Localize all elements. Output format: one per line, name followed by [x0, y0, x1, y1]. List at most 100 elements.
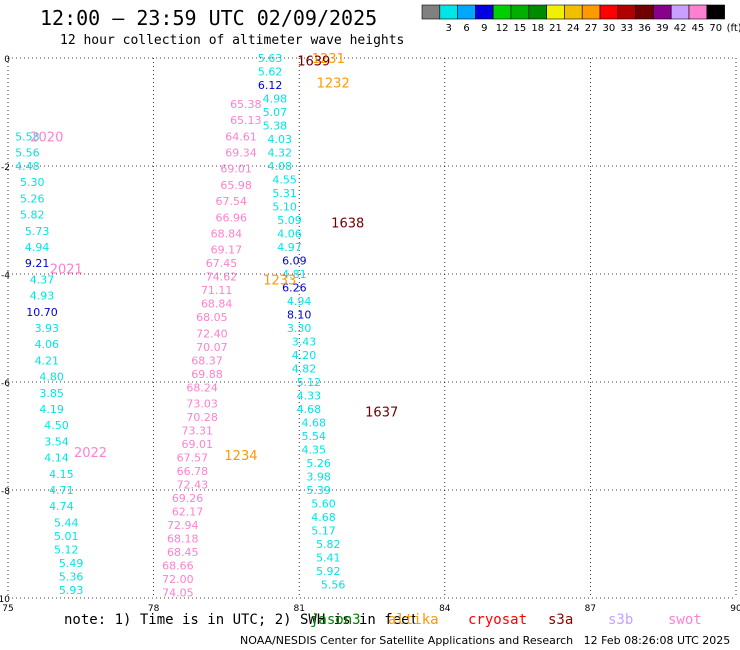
wave-height-point: 68.66 — [162, 560, 194, 573]
satellite-legend-item: altika — [388, 612, 439, 628]
wave-height-point: 4.33 — [297, 390, 322, 403]
wave-height-point: 4.37 — [30, 273, 55, 286]
colorbar-label: 15 — [514, 23, 527, 34]
wave-height-point: 73.31 — [182, 425, 214, 438]
pass-label: 1639 — [297, 55, 330, 70]
wave-height-point: 5.92 — [316, 565, 341, 578]
x-tick-label: 90 — [730, 604, 740, 614]
wave-height-point: 5.62 — [258, 66, 283, 79]
wave-height-point: 3.85 — [39, 387, 64, 400]
wave-height-point: 69.88 — [191, 368, 223, 381]
y-tick-label: -8 — [1, 487, 10, 497]
wave-height-point: 4.94 — [287, 295, 312, 308]
colorbar-label: 42 — [674, 23, 687, 34]
wave-height-point: 5.49 — [59, 557, 84, 570]
wave-height-point: 10.70 — [26, 306, 58, 319]
wave-height-point: 5.31 — [272, 187, 297, 200]
wave-height-point: 4.21 — [35, 354, 60, 367]
wave-height-point: 64.61 — [225, 130, 257, 143]
x-tick-label: 81 — [293, 604, 304, 614]
wave-height-point: 3.98 — [306, 471, 331, 484]
wave-height-point: 67.54 — [216, 195, 248, 208]
wave-height-point: 4.68 — [297, 403, 322, 416]
wave-height-point: 4.81 — [282, 268, 307, 281]
wave-height-point: 8.10 — [287, 309, 312, 322]
colorbar-label: 36 — [638, 23, 651, 34]
colorbar-label: 9 — [481, 23, 487, 34]
wave-height-point: 4.35 — [302, 444, 327, 457]
wave-height-point: 6.09 — [282, 255, 307, 268]
wave-height-point: 5.73 — [25, 225, 50, 238]
wave-height-point: 71.11 — [201, 284, 233, 297]
wave-height-point: 5.07 — [263, 106, 288, 119]
wave-height-point: 4.71 — [49, 484, 74, 497]
y-tick-label: -2 — [1, 163, 10, 173]
wave-height-point: 4.03 — [268, 133, 293, 146]
wave-height-point: 70.07 — [196, 341, 228, 354]
y-tick-label: -6 — [1, 379, 10, 389]
pass-label: 1232 — [317, 76, 350, 91]
wave-height-point: 5.44 — [54, 516, 79, 529]
wave-height-point: 68.18 — [167, 533, 199, 546]
pass-label: 1638 — [331, 217, 364, 232]
satellite-legend-item: cryosat — [468, 612, 528, 628]
colorbar-label: 21 — [549, 23, 562, 34]
wave-height-point: 66.78 — [177, 465, 209, 478]
credit-line: NOAA/NESDIS Center for Satellite Applica… — [240, 634, 731, 647]
wave-height-point: 68.24 — [186, 381, 218, 394]
chart-title: 12:00 — 23:59 UTC 02/09/2025 — [40, 6, 378, 30]
x-tick-label: 84 — [439, 604, 451, 614]
colorbar-label: 39 — [656, 23, 669, 34]
y-tick-label: -4 — [1, 271, 10, 281]
wave-height-point: 66.96 — [216, 211, 248, 224]
satellite-legend-item: jason3 — [310, 612, 361, 628]
wave-height-point: 5.26 — [20, 192, 45, 205]
wave-height-point: 5.58 — [15, 130, 40, 143]
wave-height-point: 68.84 — [211, 228, 243, 241]
colorbar-label: 12 — [496, 23, 509, 34]
wave-height-point: 5.63 — [258, 52, 283, 65]
y-tick-label: 0 — [4, 55, 10, 65]
wave-height-point: 6.12 — [258, 79, 283, 92]
wave-height-point: 4.80 — [39, 371, 64, 384]
wave-height-point: 4.06 — [277, 228, 302, 241]
pass-label: 1637 — [365, 406, 398, 421]
colorbar-label: 30 — [603, 23, 616, 34]
pass-label: 2022 — [74, 446, 107, 461]
colorbar-label: 27 — [585, 23, 598, 34]
wave-height-point: 3.43 — [292, 336, 317, 349]
wave-height-point: 68.37 — [191, 354, 223, 367]
wave-height-point: 4.50 — [44, 419, 69, 432]
wave-height-point: 6.26 — [282, 282, 307, 295]
colorbar-label: 24 — [567, 23, 580, 34]
x-tick-label: 75 — [2, 604, 13, 614]
wave-height-point: 62.17 — [172, 506, 204, 519]
wave-height-point: 65.98 — [220, 179, 252, 192]
wave-height-point: 5.56 — [321, 579, 346, 592]
colorbar-label: 70 — [709, 23, 722, 34]
wave-height-point: 68.45 — [167, 546, 199, 559]
wave-height-point: 72.43 — [177, 479, 209, 492]
satellite-legend-item: s3a — [548, 612, 574, 628]
wave-height-point: 4.15 — [49, 468, 74, 481]
wave-height-point: 5.26 — [306, 457, 331, 470]
wave-height-point: 5.38 — [263, 120, 288, 133]
wave-height-point: 5.10 — [272, 201, 297, 214]
wave-height-point: 69.01 — [220, 163, 252, 176]
wave-height-point: 5.09 — [277, 214, 302, 227]
wave-height-point: 65.38 — [230, 98, 262, 111]
wave-height-point: 72.40 — [196, 327, 228, 340]
pass-label: 2020 — [30, 130, 63, 145]
wave-height-point: 5.93 — [59, 584, 84, 597]
colorbar-swatch — [706, 4, 725, 20]
wave-height-point: 68.05 — [196, 311, 228, 324]
pass-label: 2021 — [50, 263, 83, 278]
wave-height-point: 4.74 — [49, 500, 74, 513]
wave-height-point: 4.68 — [311, 511, 336, 524]
pass-label: 1234 — [224, 449, 257, 464]
wave-height-point: 5.54 — [302, 430, 327, 443]
wave-height-point: 5.17 — [311, 525, 336, 538]
wave-height-point: 5.82 — [20, 209, 45, 222]
wave-height-point: 4.97 — [277, 241, 302, 254]
